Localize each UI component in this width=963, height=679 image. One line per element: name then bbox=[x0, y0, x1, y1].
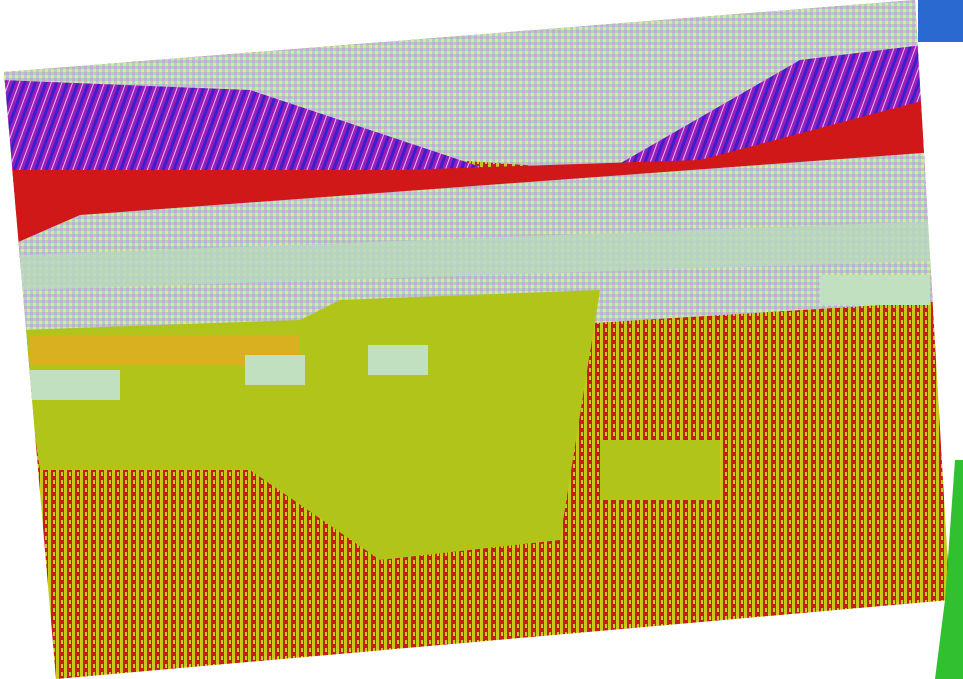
pale-strip bbox=[20, 220, 950, 290]
pale-block bbox=[30, 370, 120, 400]
edge-fragment bbox=[935, 460, 963, 679]
left-mountain bbox=[4, 80, 520, 190]
pale-block bbox=[245, 355, 305, 385]
yellow-patch bbox=[600, 440, 720, 500]
pale-block bbox=[820, 275, 930, 305]
corner-fragment bbox=[918, 0, 963, 42]
pale-block bbox=[368, 345, 428, 375]
